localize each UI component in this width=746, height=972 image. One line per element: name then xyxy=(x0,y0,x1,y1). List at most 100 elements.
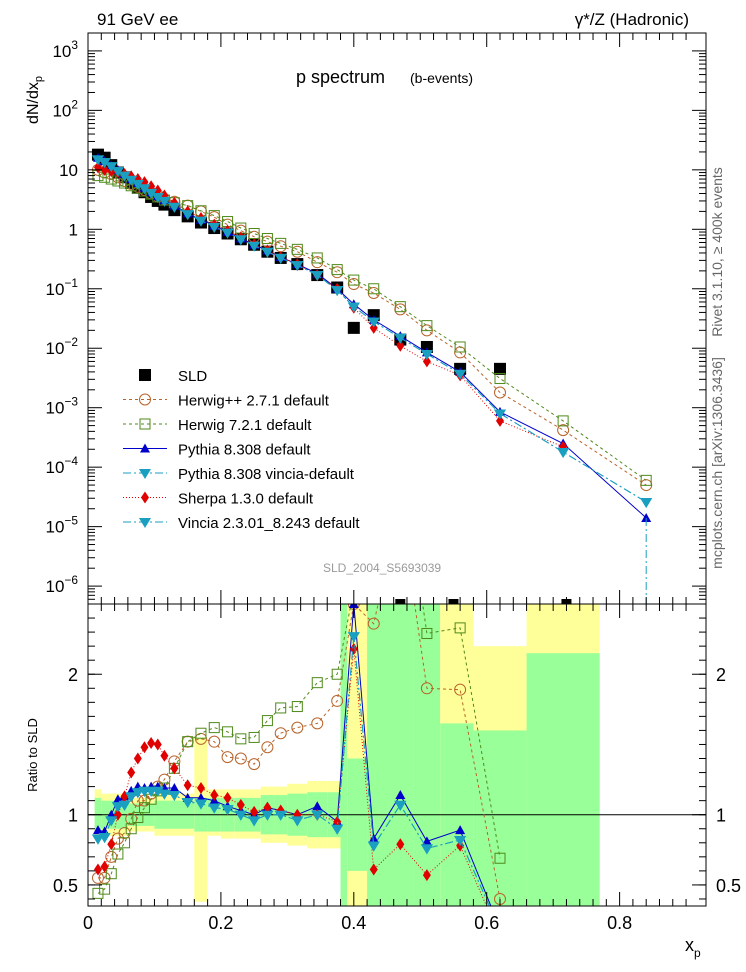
uncertainty-band-inner xyxy=(413,604,441,906)
ratio-point xyxy=(118,800,131,811)
legend-item-herwig-7-2-1-default: Herwig 7.2.1 default xyxy=(123,417,312,434)
data-point xyxy=(98,158,111,169)
legend-label: Sherpa 1.3.0 default xyxy=(178,491,314,508)
ratio-y-tick-label-right: 2 xyxy=(716,665,726,685)
ratio-point xyxy=(105,850,118,863)
ratio-point xyxy=(181,798,194,809)
legend-item-sld: SLD xyxy=(139,368,207,385)
data-point xyxy=(422,355,431,368)
ratio-point xyxy=(221,751,234,764)
legend-marker xyxy=(141,491,149,504)
data-point xyxy=(131,179,144,190)
data-point xyxy=(331,264,343,276)
ratio-point xyxy=(396,838,405,851)
data-point xyxy=(640,497,653,508)
ratio-point xyxy=(367,617,380,630)
legend-item-pythia-8-308-vincia-default: Pythia 8.308 vincia-default xyxy=(123,466,355,483)
ratio-point xyxy=(194,732,207,745)
ratio-point xyxy=(455,825,466,835)
data-point xyxy=(208,222,221,233)
ratio-point xyxy=(234,752,247,765)
ratio-point xyxy=(127,766,136,779)
data-point xyxy=(394,333,407,344)
legend-marker xyxy=(139,418,151,430)
legend-marker xyxy=(139,469,151,479)
ratio-point xyxy=(263,801,272,814)
data-point xyxy=(496,414,504,427)
data-point xyxy=(291,243,303,255)
ratio-point xyxy=(221,805,234,816)
ratio-point xyxy=(119,837,131,849)
plot-title: p spectrum xyxy=(296,67,385,87)
ratio-point xyxy=(347,632,360,643)
y-axis-label-main: dN/dxp xyxy=(25,76,45,124)
data-point xyxy=(421,320,433,332)
data-point xyxy=(248,241,261,252)
ratio-point xyxy=(158,789,171,800)
legend-label: Pythia 8.308 default xyxy=(178,442,311,459)
header-left: 91 GeV ee xyxy=(97,10,178,29)
legend-label: Herwig 7.2.1 default xyxy=(178,417,312,434)
side-label-mcplots: mcplots.cern.ch [arXiv:1306.3436] xyxy=(709,357,725,569)
data-point xyxy=(494,362,506,375)
ratio-point xyxy=(98,833,111,844)
uncertainty-band-inner xyxy=(473,730,527,906)
ratio-y-tick-label: 2 xyxy=(68,665,78,685)
data-point xyxy=(311,252,323,264)
ratio-point xyxy=(274,727,287,740)
data-point xyxy=(347,302,360,313)
ratio-point xyxy=(153,738,162,751)
ratio-series-group xyxy=(91,500,506,906)
data-point xyxy=(420,340,433,353)
data-point xyxy=(168,202,181,213)
ratio-point xyxy=(420,844,433,855)
y-tick-label: 1 xyxy=(69,220,78,239)
ratio-frame xyxy=(87,603,707,907)
ratio-point xyxy=(100,860,109,873)
ratio-point xyxy=(196,782,205,795)
ratio-point xyxy=(236,798,245,811)
ratio-point xyxy=(208,722,220,734)
ratio-point xyxy=(181,735,194,748)
ratio-panel: 0.5 0.5 1 1 2 2 0 0.2 0.4 0.6 0.8 Ratio to SLD xp xyxy=(25,500,741,960)
ratio-point xyxy=(182,736,194,748)
y-tick-label: 10−4 xyxy=(46,454,79,477)
x-tick-label: 0 xyxy=(83,913,93,933)
ratio-point xyxy=(291,816,304,827)
x-tick-label: 0.6 xyxy=(474,913,499,933)
ratio-point xyxy=(395,500,406,511)
data-point xyxy=(557,447,570,458)
ratio-point xyxy=(234,810,247,821)
side-label-rivet: Rivet 3.1.10, ≥ 400k events xyxy=(709,167,725,337)
data-point xyxy=(138,184,151,195)
data-point xyxy=(158,196,171,207)
ratio-point xyxy=(118,826,131,839)
ratio-point xyxy=(125,792,138,803)
data-point xyxy=(91,155,104,166)
data-point xyxy=(394,303,407,316)
ratio-point xyxy=(494,852,506,864)
y-tick-label: 102 xyxy=(52,97,78,120)
data-point xyxy=(557,424,570,437)
ratio-point xyxy=(333,815,342,828)
ratio-y-tick-label-right: 1 xyxy=(716,806,726,826)
data-point xyxy=(348,274,360,286)
ratio-point xyxy=(248,731,260,743)
data-point xyxy=(367,286,380,299)
y-tick-label: 10 xyxy=(59,161,78,180)
ratio-point xyxy=(140,741,149,754)
ratio-point xyxy=(395,790,406,800)
data-point xyxy=(234,235,247,246)
ratio-point xyxy=(367,841,380,852)
x-axis-label: xp xyxy=(685,935,701,960)
ratio-point xyxy=(92,825,103,835)
legend-marker xyxy=(139,518,151,528)
ratio-y-tick-label: 1 xyxy=(68,806,78,826)
ratio-series-vincia-2-3-01-8-243-default xyxy=(91,632,490,906)
ratio-point xyxy=(208,803,221,814)
uncertainty-band-inner xyxy=(526,653,600,906)
ratio-point xyxy=(147,737,156,750)
data-point xyxy=(640,474,652,486)
data-point xyxy=(641,512,652,522)
